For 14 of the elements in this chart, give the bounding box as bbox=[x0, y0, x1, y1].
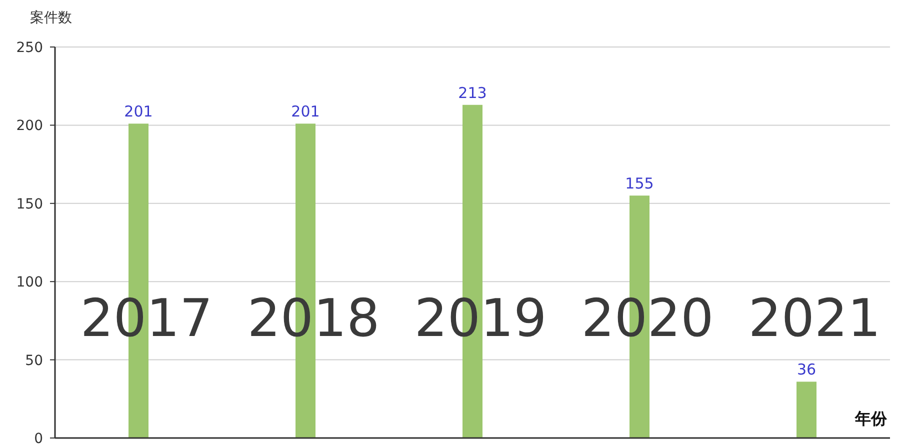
x-axis-title: 年份 bbox=[854, 409, 888, 428]
data-label: 36 bbox=[796, 360, 816, 379]
y-tick-label: 0 bbox=[34, 431, 43, 446]
data-label: 155 bbox=[625, 174, 654, 193]
y-tick-label: 50 bbox=[25, 352, 43, 369]
data-label: 213 bbox=[458, 84, 487, 102]
y-tick-label: 150 bbox=[16, 196, 43, 212]
x-tick-label: 2021 bbox=[748, 289, 881, 349]
y-tick-label: 250 bbox=[16, 40, 43, 56]
data-label: 201 bbox=[124, 102, 153, 121]
y-tick-label: 200 bbox=[16, 118, 43, 134]
data-label: 201 bbox=[291, 102, 320, 121]
y-tick-label: 100 bbox=[16, 274, 43, 291]
y-axis-title: 案件数 bbox=[30, 9, 72, 26]
